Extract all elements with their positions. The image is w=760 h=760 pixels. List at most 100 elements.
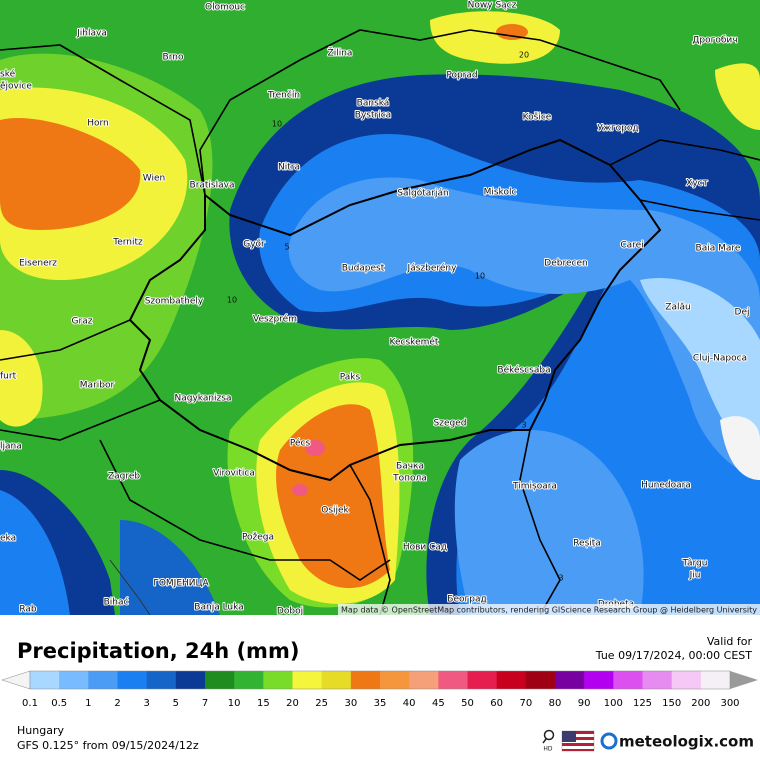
- city-label: Osijek: [321, 506, 349, 516]
- city-label: Jászberény: [407, 263, 458, 274]
- city-label: Baia Mare: [696, 244, 741, 254]
- city-label: Horn: [87, 119, 109, 129]
- contour-label: 10: [475, 272, 485, 281]
- city-label: Târgu: [682, 559, 708, 569]
- valid-label: Valid for: [707, 635, 753, 648]
- city-label: Graz: [72, 317, 93, 327]
- legend-tick-label: 35: [374, 698, 387, 709]
- legend-frame: [29, 670, 731, 690]
- city-label: Kecskemét: [390, 337, 439, 348]
- legend-swatch: [642, 671, 673, 689]
- city-label: Trenčín: [267, 90, 300, 101]
- city-label: Maribor: [80, 381, 115, 391]
- city-label: Bratislava: [190, 181, 235, 191]
- city-label: Nowy Sącz: [468, 1, 517, 11]
- contour-labels: 20 10 5 10 10 3 3: [227, 51, 564, 583]
- legend-swatch: [30, 671, 60, 689]
- legend-tick-label: 20: [286, 698, 299, 709]
- legend-tick-label: 2: [114, 698, 120, 709]
- legend-swatch: [175, 671, 206, 689]
- legend-swatch: [380, 671, 410, 689]
- legend-tick-label: 300: [720, 698, 739, 709]
- city-label: Békéscsaba: [497, 365, 550, 376]
- legend-swatch: [496, 671, 527, 689]
- city-label: Paks: [340, 373, 361, 383]
- contour-label: 20: [519, 51, 529, 60]
- legend-swatch: [263, 671, 293, 689]
- legend-swatch: [117, 671, 148, 689]
- legend-swatch: [88, 671, 118, 689]
- logo-icon: [600, 732, 618, 750]
- city-label: Olomouc: [205, 3, 245, 13]
- legend-swatch: [438, 671, 468, 689]
- city-label: Београд: [447, 595, 486, 605]
- city-label: Jihlava: [76, 29, 107, 39]
- contour-label: 3: [521, 421, 526, 430]
- city-label: Cluj-Napoca: [693, 354, 747, 364]
- city-label: Budapest: [342, 264, 385, 274]
- legend-swatch: [234, 671, 264, 689]
- region: Hungary: [17, 724, 64, 737]
- city-label: Eisenerz: [19, 259, 57, 269]
- legend-tick-label: 125: [633, 698, 652, 709]
- city-label: Бачка: [396, 462, 424, 472]
- attribution: Map data © OpenStreetMap contributors, r…: [341, 606, 757, 615]
- city-label: Debrecen: [544, 259, 587, 269]
- city-label: Дрогобич: [692, 36, 737, 46]
- city-label: Bihać: [104, 597, 129, 608]
- city-label: Poprad: [446, 71, 477, 81]
- city-label: Hunedoara: [641, 481, 691, 491]
- legend-swatch: [321, 671, 352, 689]
- legend-tick-label: 200: [691, 698, 710, 709]
- model-run: GFS 0.125° from 09/15/2024/12z: [17, 739, 199, 752]
- city-label: Ужгород: [597, 124, 638, 134]
- city-label: ГОМЈЕНИЦА: [153, 579, 209, 589]
- city-label: Хуст: [686, 179, 708, 189]
- logo[interactable]: meteologix.com: [619, 733, 754, 751]
- city-label: Szombathely: [145, 297, 204, 307]
- legend-panel: Precipitation, 24h (mm) Valid for Tue 09…: [1, 635, 758, 753]
- legend-swatch: [700, 671, 731, 689]
- city-label: Nagykanizsa: [175, 394, 232, 404]
- color-bar: 0.1 0.5 1 2 3 5 7 10 15 20 25 30 35 40 45 50 60 70 80 90 100…: [1, 670, 758, 709]
- legend-swatch: [671, 671, 702, 689]
- legend-swatch: [467, 671, 498, 689]
- legend-swatch: [59, 671, 89, 689]
- map: Olomouc Nowy Sącz ské ějovice Jihlava Brno Žil…: [0, 0, 760, 615]
- city-label: Jiu: [689, 571, 701, 581]
- legend-arrow-high: [730, 671, 758, 689]
- legend-swatch: [584, 671, 614, 689]
- legend-swatch: [146, 671, 177, 689]
- legend-tick-label: 60: [490, 698, 503, 709]
- attribution-bg: [338, 604, 760, 615]
- city-label: eka: [0, 534, 16, 544]
- city-label: Dej: [735, 308, 750, 318]
- city-label: Žilina: [328, 47, 353, 59]
- contour-label: 10: [272, 120, 282, 129]
- legend-tick-label: 0.5: [51, 698, 67, 709]
- city-label: Szeged: [434, 419, 467, 429]
- legend-tick-label: 0.1: [22, 698, 38, 709]
- city-label: Banja Luka: [194, 603, 243, 613]
- legend-arrow-low: [1, 670, 31, 690]
- city-label: ějovice: [0, 82, 32, 92]
- contour-label: 3: [558, 574, 563, 583]
- city-label: Virovitica: [213, 469, 255, 479]
- legend-swatch: [292, 671, 323, 689]
- city-label: Zagreb: [108, 472, 140, 482]
- city-label: Požega: [242, 533, 274, 543]
- valid-time: Tue 09/17/2024, 00:00 CEST: [595, 649, 752, 662]
- city-label: Győr: [243, 240, 265, 250]
- city-label: Rab: [19, 605, 37, 615]
- city-label: Miskolc: [484, 188, 517, 198]
- city-label: Wien: [143, 174, 165, 184]
- legend-tick-label: 50: [461, 698, 474, 709]
- city-label: Bystrica: [355, 111, 391, 121]
- legend-tick-label: 70: [519, 698, 532, 709]
- legend-swatch: [409, 671, 439, 689]
- city-label: ské: [0, 69, 16, 80]
- city-label: Nitra: [278, 163, 300, 173]
- city-label: Veszprém: [253, 314, 297, 325]
- borders: [0, 29, 760, 615]
